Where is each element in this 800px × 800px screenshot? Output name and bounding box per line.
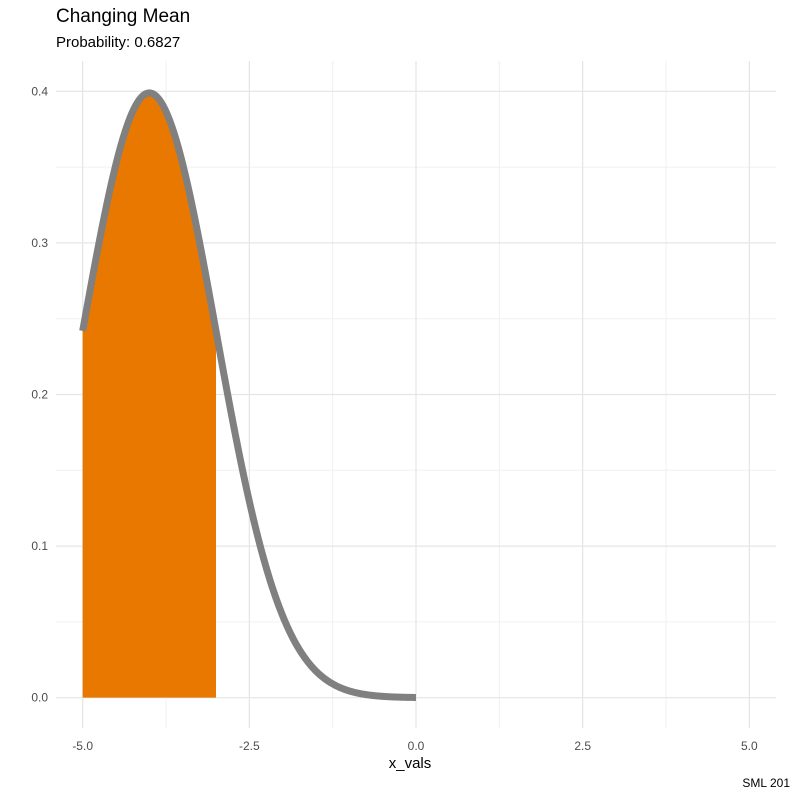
x-tick-label: -2.5 bbox=[239, 739, 260, 753]
x-tick-label: 5.0 bbox=[741, 739, 758, 753]
chart-caption: SML 201 bbox=[742, 776, 790, 790]
x-tick-label: -5.0 bbox=[72, 739, 93, 753]
density-curve bbox=[79, 89, 419, 701]
y-tick-label: 0.0 bbox=[31, 691, 48, 705]
y-tick-label: 0.4 bbox=[31, 84, 48, 98]
chart-title: Changing Mean bbox=[56, 6, 191, 27]
y-tick-label: 0.3 bbox=[31, 236, 48, 250]
shaded-area bbox=[82, 92, 217, 698]
chart-subtitle: Probability: 0.6827 bbox=[56, 34, 181, 51]
y-tick-label: 0.1 bbox=[31, 539, 48, 553]
x-axis-label: x_vals bbox=[389, 755, 432, 772]
x-tick-label: 0.0 bbox=[408, 739, 425, 753]
x-tick-label: 2.5 bbox=[574, 739, 591, 753]
y-tick-label: 0.2 bbox=[31, 388, 48, 402]
